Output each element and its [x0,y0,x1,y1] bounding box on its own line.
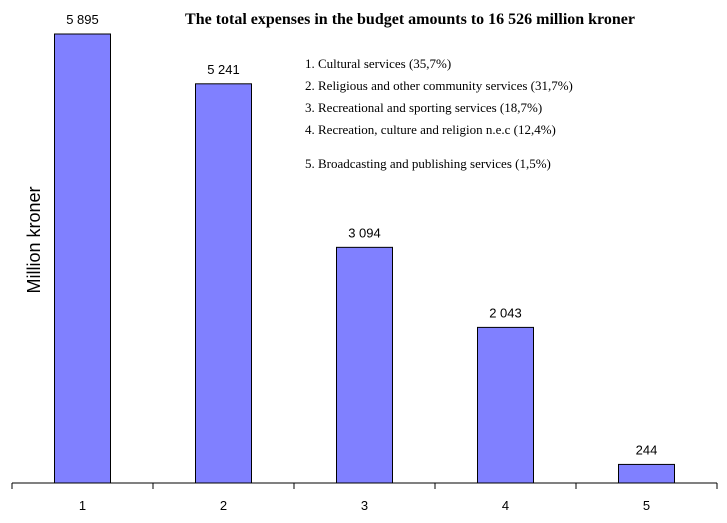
x-tick-label: 1 [79,498,86,513]
bar-4 [477,326,534,484]
bar-5 [618,463,675,484]
legend-notes: 1. Cultural services (35,7%) 2. Religious… [305,56,573,171]
x-tick-label: 4 [502,498,509,513]
bar-1 [54,33,111,484]
bar-3 [336,246,393,484]
data-label: 3 094 [348,225,381,240]
bars: 5 895 5 241 3 094 2 043 244 [54,12,675,484]
x-tick-label: 3 [361,498,368,513]
data-label: 5 241 [207,62,240,77]
legend-note: 4. Recreation, culture and religion n.e.… [305,122,556,137]
x-tick-label: 2 [220,498,227,513]
x-axis: 1 2 3 4 5 [11,482,718,513]
data-label: 5 895 [66,12,99,27]
chart-title: The total expenses in the budget amounts… [185,11,635,28]
x-tick-label: 5 [643,498,650,513]
legend-note: 3. Recreational and sporting services (1… [305,100,542,115]
legend-note: 2. Religious and other community service… [305,78,573,93]
bar-2 [195,83,252,484]
legend-note: 1. Cultural services (35,7%) [305,56,451,71]
legend-note: 5. Broadcasting and publishing services … [305,156,551,171]
data-label: 2 043 [489,305,522,320]
data-label: 244 [636,442,658,457]
y-axis-label: Million kroner [24,186,44,293]
